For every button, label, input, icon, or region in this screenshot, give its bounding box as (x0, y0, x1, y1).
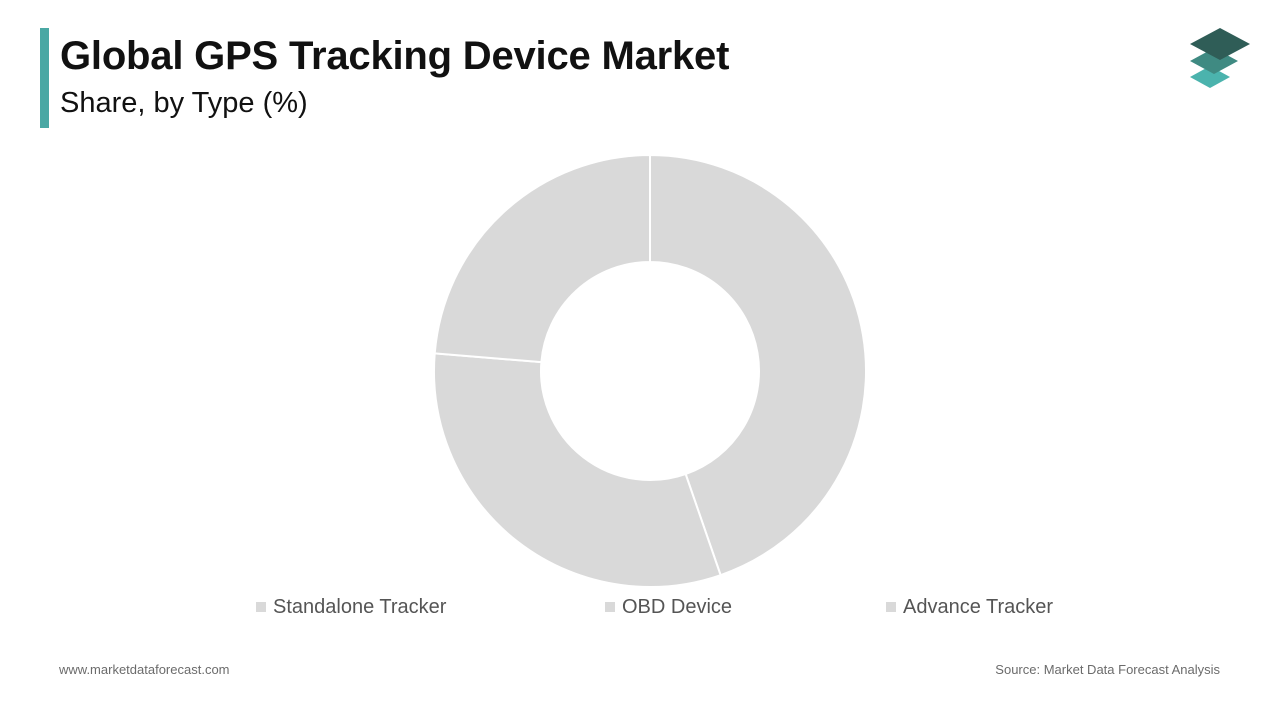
logo-layer-bottom (1190, 66, 1230, 88)
website-url: www.marketdataforecast.com (59, 662, 230, 677)
legend-item-advance-tracker: Advance Tracker (886, 592, 1053, 622)
donut-chart (433, 153, 868, 588)
logo-icon (1190, 28, 1250, 88)
slice-obd-device (433, 352, 722, 588)
legend-swatch (256, 602, 266, 612)
source-note: Source: Market Data Forecast Analysis (995, 662, 1220, 677)
donut-slices (433, 153, 868, 588)
legend-label: Advance Tracker (903, 595, 1054, 618)
slice-standalone-tracker (649, 153, 868, 577)
page-subtitle: Share, by Type (%) (60, 87, 308, 119)
legend-swatch (605, 602, 615, 612)
slice-advance-tracker (433, 153, 651, 364)
legend-swatch (886, 602, 896, 612)
legend-item-standalone-tracker: Standalone Tracker (256, 592, 446, 622)
logo-layer-top (1190, 28, 1250, 60)
legend-item-obd-device: OBD Device (605, 592, 732, 622)
legend-label: OBD Device (622, 595, 733, 618)
chart-legend: Standalone Tracker OBD Device Advance Trac… (0, 592, 1280, 622)
page-title: Global GPS Tracking Device Market (60, 34, 730, 78)
title-accent-bar (40, 28, 49, 128)
legend-label: Standalone Tracker (273, 595, 447, 618)
